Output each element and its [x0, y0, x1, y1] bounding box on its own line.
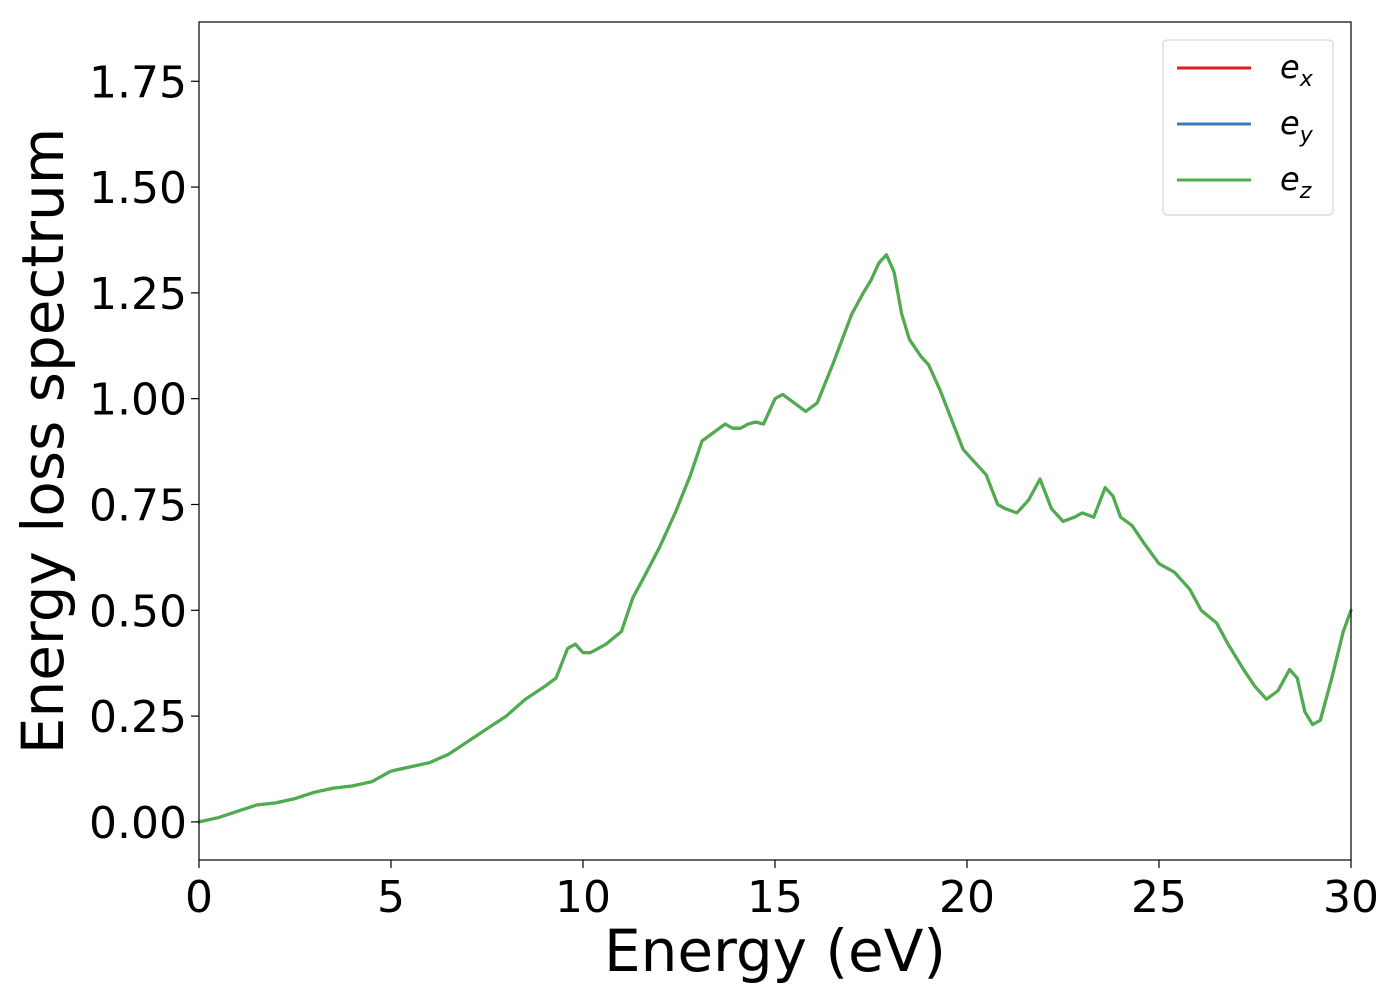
x-axis-ticks: 0 5 10 15 20 25 30	[185, 860, 1379, 923]
legend-label-subscript: x	[1299, 67, 1314, 92]
y-tick-label: 0.50	[89, 586, 187, 637]
x-tick-label: 20	[939, 872, 995, 923]
legend-label-base: e	[1280, 160, 1300, 198]
y-tick-label: 0.25	[89, 692, 187, 743]
y-tick-label: 1.75	[89, 57, 187, 108]
legend-label-ez: ez	[1280, 160, 1312, 204]
y-axis-title: Energy loss spectrum	[9, 128, 77, 754]
y-tick-label: 0.75	[89, 480, 187, 531]
x-tick-label: 5	[377, 872, 405, 923]
legend-box	[1162, 39, 1334, 216]
x-tick-label: 15	[747, 872, 803, 923]
y-tick-label: 1.50	[89, 163, 187, 214]
y-axis-ticks: 0.00 0.25 0.50 0.75 1.00 1.25 1.50 1.75	[89, 57, 199, 849]
legend-label-ex: ex	[1280, 48, 1314, 92]
legend-label-ey: ey	[1280, 104, 1314, 148]
legend-label-subscript: y	[1299, 123, 1314, 148]
series-line-ez	[197, 253, 1353, 824]
x-tick-label: 0	[185, 872, 213, 923]
series-layer	[197, 253, 1353, 824]
legend-label-base: e	[1280, 48, 1300, 86]
x-tick-label: 25	[1131, 872, 1187, 923]
x-tick-label: 10	[555, 872, 611, 923]
legend-label-base: e	[1280, 104, 1300, 142]
x-tick-label: 30	[1323, 872, 1379, 923]
plot-background	[199, 22, 1351, 860]
x-axis-title: Energy (eV)	[604, 917, 946, 985]
y-tick-label: 0.00	[89, 798, 187, 849]
legend-label-subscript: z	[1299, 179, 1312, 204]
y-tick-label: 1.25	[89, 269, 187, 320]
y-tick-label: 1.00	[89, 375, 187, 426]
